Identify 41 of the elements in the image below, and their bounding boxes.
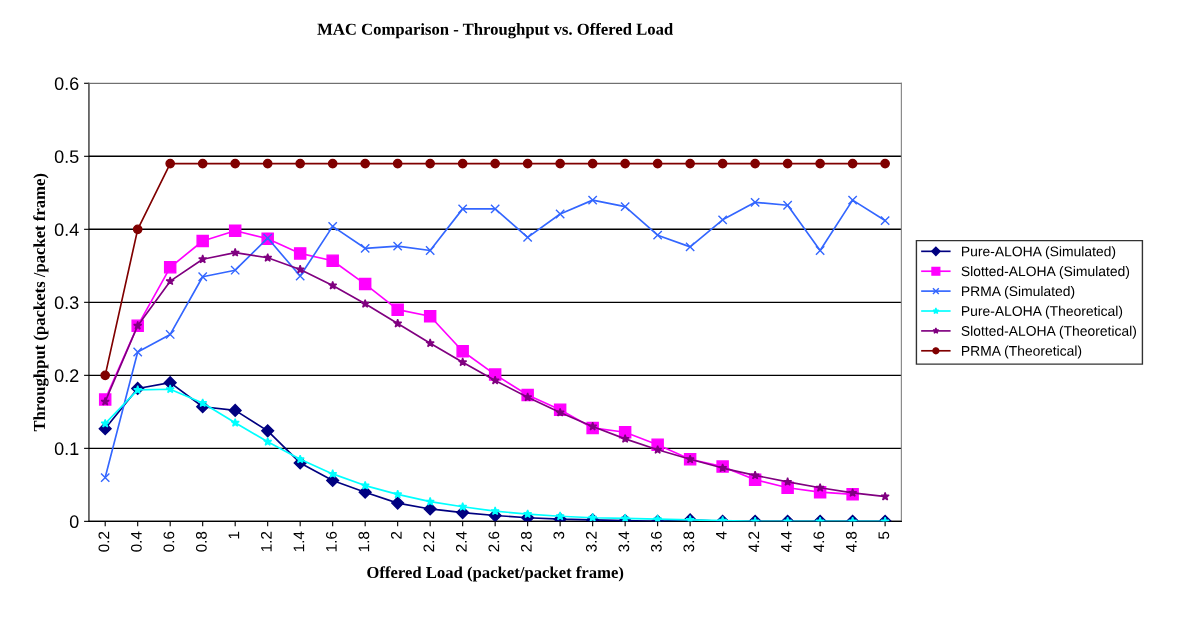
x-tick-label: 1.8 [358,531,370,552]
x-tick-label: 2 [390,531,402,539]
y-tick-label: 0.6 [54,77,79,91]
x-tick-label: 1 [228,531,240,539]
x-tick-label: 4 [716,531,727,540]
x-axis-title: Offered Load (packet/packet frame) [367,566,624,582]
legend-label: PRMA (Theoretical) [962,345,1082,359]
x-tick-label: 4.2 [748,531,760,552]
legend-label: PRMA (Simulated) [962,285,1075,299]
x-tick-label: 0.4 [130,531,142,552]
x-tick-label: 3.2 [585,531,597,552]
y-tick-label: 0.3 [54,296,79,310]
y-tick-label: 0.4 [54,223,79,237]
x-tick-label: 2.8 [520,531,532,552]
x-tick-label: 3.6 [650,531,662,552]
y-tick-label: 0 [69,515,79,529]
x-tick-label: 0.2 [98,531,110,552]
legend-label: Pure-ALOHA (Simulated) [962,246,1116,260]
y-tick-label: 0.2 [54,369,79,383]
x-tick-label: 0.6 [163,531,175,552]
chart-title: MAC Comparison - Throughput vs. Offered Load [317,22,674,39]
x-tick-label: 1.2 [260,531,272,552]
x-tick-label: 4.4 [781,531,792,552]
y-tick-label: 0.1 [54,442,79,456]
x-tick-label: 2.2 [423,531,435,552]
x-tick-label: 1.4 [293,531,305,552]
legend-label: Pure-ALOHA (Theoretical) [962,305,1123,319]
y-axis-title: Throughput (packets /packet frame) [33,173,49,432]
x-tick-label: 5 [878,531,890,539]
x-tick-label: 4.8 [845,531,857,552]
x-tick-label: 3.8 [683,531,695,552]
legend-label: Slotted-ALOHA (Simulated) [961,266,1130,279]
x-tick-label: 0.8 [195,531,207,552]
legend-label: Slotted-ALOHA (Theoretical) [961,325,1137,339]
x-tick-label: 1.6 [325,531,337,552]
x-tick-label: 3.4 [618,531,630,552]
x-tick-label: 3 [553,531,565,539]
x-tick-label: 4.6 [813,531,825,552]
y-tick-label: 0.5 [54,150,79,164]
x-tick-label: 2.6 [488,531,500,552]
x-tick-label: 2.4 [455,531,467,552]
